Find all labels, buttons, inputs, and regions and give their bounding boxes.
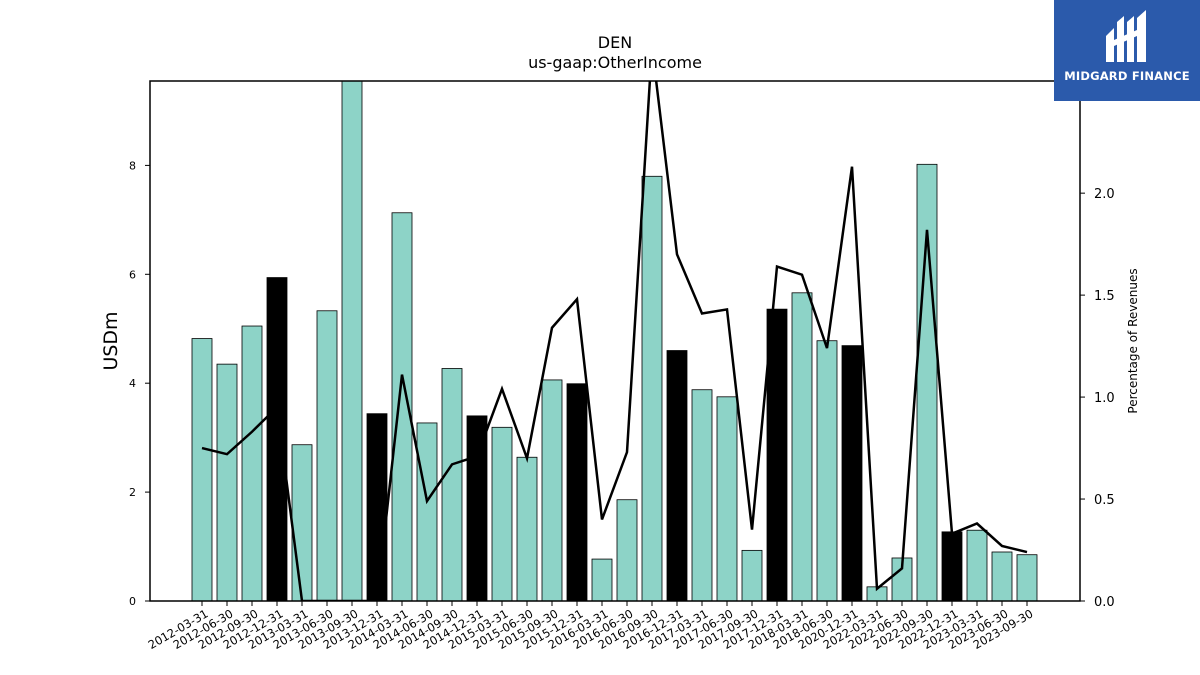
bar-2014-06-30: [416, 422, 438, 601]
y2-tick-label: 0.0: [1094, 595, 1115, 610]
bar-2017-09-30: [741, 549, 763, 601]
y-tick-label: 2: [129, 486, 136, 499]
bar-2012-06-30: [216, 363, 238, 601]
bar-2016-12-31: [666, 350, 688, 601]
y-tick-label: 0: [129, 595, 136, 608]
bar-2015-12-31: [566, 383, 588, 601]
bar-2013-03-31: [291, 444, 313, 601]
bar-2013-06-30: [316, 310, 338, 601]
bars-group: [191, 81, 1038, 601]
y2-tick-label: 1.0: [1094, 391, 1115, 406]
y2-tick-label: 1.5: [1094, 289, 1115, 304]
bar-2012-03-31: [191, 338, 213, 601]
bar-2020-12-31: [841, 345, 863, 601]
bar-2014-09-30: [441, 368, 463, 601]
bar-2015-03-31: [491, 426, 513, 601]
bar-2022-09-30: [916, 163, 938, 601]
bar-2015-09-30: [541, 379, 563, 601]
x-axis-ticks: 2012-03-312012-06-302012-09-302012-12-31…: [146, 601, 1036, 652]
y2-axis-label: Percentage of Revenues: [1126, 268, 1140, 413]
bar-2013-12-31: [366, 413, 388, 601]
bar-2016-09-30: [641, 175, 663, 601]
y2-tick-label: 2.0: [1094, 187, 1115, 202]
bar-2015-06-30: [516, 456, 538, 601]
bar-2016-06-30: [616, 499, 638, 601]
midgard-logo-icon: [1106, 10, 1146, 62]
bar-2014-03-31: [391, 212, 413, 601]
bar-2023-06-30: [991, 551, 1013, 601]
bar-2017-12-31: [766, 308, 788, 601]
bar-2018-03-31: [791, 292, 813, 601]
pct-of-revenues-line: [201, 81, 1028, 601]
bar-2016-03-31: [591, 558, 613, 601]
bar-2014-12-31: [466, 415, 488, 601]
chart-title: DEN: [598, 33, 632, 52]
chart-subtitle: us-gaap:OtherIncome: [528, 53, 702, 72]
bar-2017-03-31: [691, 389, 713, 601]
bar-2023-03-31: [966, 529, 988, 601]
logo-text: MIDGARD FINANCE: [1064, 69, 1190, 83]
y-tick-label: 6: [129, 268, 136, 281]
y-axis-ticks: 0 2 4 6 8: [129, 159, 150, 608]
y-axis-label: USDm: [100, 311, 122, 370]
y-tick-label: 8: [129, 159, 136, 172]
plot-frame: [149, 80, 1081, 602]
y-tick-label: 4: [129, 377, 136, 390]
y2-tick-label: 0.5: [1094, 493, 1115, 508]
y2-axis-ticks: 0.0 0.5 1.0 1.5 2.0: [1080, 187, 1115, 610]
logo-badge: MIDGARD FINANCE: [1054, 0, 1200, 101]
bar-2018-06-30: [816, 340, 838, 601]
bar-2022-12-31: [941, 531, 963, 601]
bar-2012-09-30: [241, 325, 263, 601]
bar-2012-12-31: [266, 277, 288, 601]
bar-2023-09-30: [1016, 554, 1038, 601]
bar-2013-09-30: [341, 81, 363, 601]
bar-2017-06-30: [716, 396, 738, 601]
